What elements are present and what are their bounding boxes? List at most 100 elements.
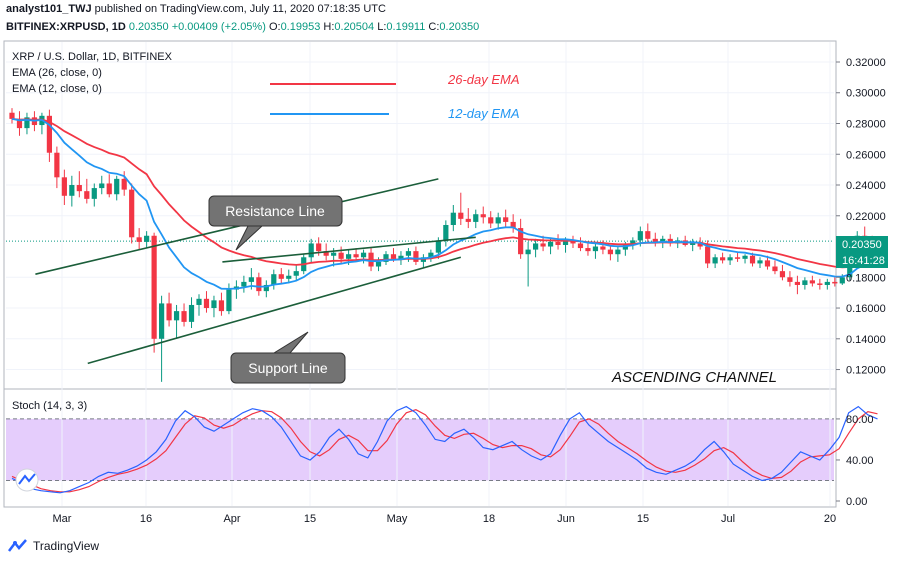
candle-body bbox=[375, 261, 382, 267]
time-tick-label: 20 bbox=[824, 513, 836, 525]
candle-body bbox=[503, 217, 509, 222]
candle-body bbox=[660, 238, 666, 242]
candle-body bbox=[592, 246, 599, 252]
time-axis[interactable]: Mar 16 Apr 15 May 18 Jun 15 Jul 20 bbox=[53, 513, 837, 525]
close-value: 0.20350 bbox=[439, 21, 480, 33]
candle-body bbox=[248, 277, 254, 282]
candle-body bbox=[331, 252, 337, 256]
candle-body bbox=[61, 177, 67, 196]
candle-body bbox=[129, 189, 135, 238]
legend-title: XRP / U.S. Dollar, 1D, BITFINEX bbox=[12, 51, 173, 63]
candle-body bbox=[413, 251, 419, 262]
candle-body bbox=[16, 118, 23, 129]
candle-body bbox=[144, 235, 150, 242]
candle-body bbox=[555, 241, 561, 245]
candle-body bbox=[196, 298, 202, 305]
candle-body bbox=[832, 281, 838, 284]
candle-body bbox=[645, 231, 651, 239]
candle-body bbox=[54, 152, 60, 178]
candle-body bbox=[607, 249, 613, 255]
candle-body bbox=[547, 241, 554, 247]
candle-body bbox=[705, 246, 711, 264]
candle-body bbox=[293, 271, 299, 276]
open-value: 0.19953 bbox=[280, 21, 321, 33]
footer-brand[interactable]: TradingView bbox=[8, 538, 99, 554]
candle-body bbox=[615, 249, 621, 255]
stoch-tick-label: 0.00 bbox=[846, 496, 867, 508]
tradingview-logo-icon bbox=[8, 539, 27, 552]
candle-body bbox=[114, 178, 120, 195]
support-label: Support Line bbox=[248, 360, 328, 376]
price-tick-label: 0.30000 bbox=[846, 88, 886, 100]
candle-body bbox=[712, 257, 718, 264]
stoch-axis: 80.00 40.00 0.00 bbox=[836, 414, 874, 508]
symbol-name[interactable]: BITFINEX:XRPUSD, 1D bbox=[6, 21, 126, 33]
price-tick-label: 0.12000 bbox=[846, 365, 886, 377]
candle-body bbox=[203, 298, 210, 309]
candle-body bbox=[435, 240, 441, 253]
candle-body bbox=[256, 277, 262, 292]
resistance-label: Resistance Line bbox=[225, 203, 325, 219]
candle-body bbox=[839, 277, 845, 284]
author-name[interactable]: analyst101_TWJ bbox=[6, 3, 92, 15]
candle-body bbox=[488, 217, 494, 224]
legend-ema12[interactable]: EMA (12, close, 0) bbox=[12, 83, 102, 95]
candle-body bbox=[286, 275, 292, 279]
price-tick-label: 0.16000 bbox=[846, 303, 886, 315]
candle-body bbox=[353, 254, 359, 258]
price-tick-label: 0.26000 bbox=[846, 149, 886, 161]
candle-body bbox=[757, 260, 763, 264]
candle-body bbox=[226, 289, 232, 312]
gridlines bbox=[6, 42, 834, 506]
candle-body bbox=[390, 254, 397, 259]
close-label: C: bbox=[428, 21, 440, 33]
support-callout: Support Line bbox=[230, 331, 346, 384]
candle-body bbox=[734, 257, 741, 259]
time-tick-label: 18 bbox=[483, 513, 495, 525]
candle-body bbox=[166, 303, 172, 321]
candle-body bbox=[742, 255, 748, 259]
open-label: O: bbox=[268, 21, 281, 33]
price-badge: 0.20350 16:41:28 bbox=[836, 236, 888, 268]
candle-body bbox=[278, 274, 284, 279]
trendlines bbox=[35, 178, 476, 365]
candle-body bbox=[600, 246, 606, 250]
time-tick-label: Jun bbox=[557, 513, 575, 525]
candle-body bbox=[772, 266, 778, 272]
publish-text: published on TradingView.com, July 11, 2… bbox=[94, 3, 386, 15]
candle-body bbox=[458, 212, 464, 219]
candle-body bbox=[697, 241, 703, 247]
price-axis[interactable]: 0.32000 0.30000 0.28000 0.26000 0.24000 0.220… bbox=[836, 57, 886, 377]
candle-body bbox=[622, 244, 628, 250]
candle-body bbox=[652, 238, 658, 242]
candle-body bbox=[817, 283, 823, 285]
candle-body bbox=[562, 240, 569, 245]
candle-body bbox=[577, 243, 584, 249]
candle-body bbox=[405, 251, 412, 256]
ema26-line bbox=[11, 118, 880, 269]
ema-lines bbox=[11, 118, 881, 290]
candle-body bbox=[383, 254, 389, 262]
candle-body bbox=[570, 240, 576, 244]
candle-body bbox=[173, 311, 180, 321]
time-tick-label: 15 bbox=[304, 513, 316, 525]
stoch-label[interactable]: Stoch (14, 3, 3) bbox=[12, 400, 87, 412]
candle-body bbox=[46, 115, 52, 153]
symbol-ohlc-bar: BITFINEX:XRPUSD, 1D 0.20350 +0.00409 (+2… bbox=[6, 21, 479, 33]
candle-body bbox=[510, 221, 516, 229]
time-tick-label: Apr bbox=[223, 513, 240, 525]
ema26-annotation: 26-day EMA bbox=[447, 72, 520, 87]
time-tick-label: Jul bbox=[721, 513, 735, 525]
high-label: H: bbox=[323, 21, 335, 33]
ema12-annotation: 12-day EMA bbox=[448, 106, 520, 121]
candle-body bbox=[787, 277, 793, 282]
tv-badge-icon[interactable] bbox=[15, 468, 39, 492]
price-tick-label: 0.24000 bbox=[846, 180, 886, 192]
candle-body bbox=[308, 243, 314, 258]
price-tick-label: 0.22000 bbox=[846, 211, 886, 223]
candle-body bbox=[338, 252, 344, 259]
legend-ema26[interactable]: EMA (26, close, 0) bbox=[12, 67, 102, 79]
candle-body bbox=[91, 188, 97, 199]
publish-info: analyst101_TWJ published on TradingView.… bbox=[6, 3, 386, 15]
